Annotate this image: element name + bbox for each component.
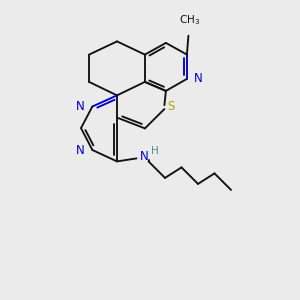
Text: H: H [152, 146, 159, 156]
Text: $\mathregular{CH_3}$: $\mathregular{CH_3}$ [179, 13, 200, 27]
Text: N: N [194, 72, 202, 86]
Text: N: N [76, 143, 85, 157]
Text: S: S [167, 100, 175, 113]
Text: N: N [76, 100, 85, 113]
Text: N: N [140, 150, 148, 164]
